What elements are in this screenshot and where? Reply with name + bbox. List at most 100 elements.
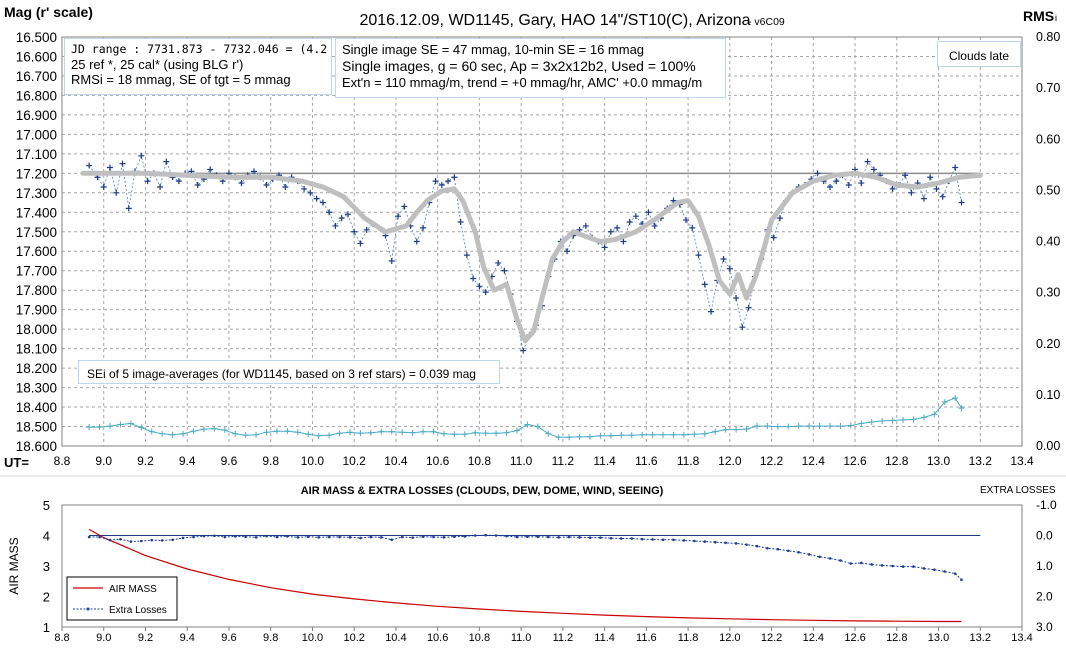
rms-point	[722, 426, 729, 433]
top-y2-tick-label: 0.80	[1036, 30, 1060, 44]
top-x-tick-label: 11.0	[510, 454, 533, 468]
extra-losses-point	[933, 568, 936, 571]
rms-point	[493, 430, 500, 437]
magnitude-point	[858, 180, 865, 187]
magnitude-point	[100, 183, 107, 190]
top-y-tick-label: 18.000	[16, 322, 57, 337]
rms-point	[472, 429, 479, 436]
info-line-single-images: Single images, g = 60 sec, Ap = 3x2x12b2…	[342, 58, 696, 74]
rms-point	[576, 433, 583, 440]
top-y-axis-label: Mag (r' scale)	[4, 4, 93, 20]
top-x-tick-label: 10.4	[384, 454, 408, 468]
extra-losses-point	[745, 543, 748, 546]
extra-losses-point	[286, 535, 289, 538]
extra-losses-point	[828, 557, 832, 560]
rms-point	[127, 420, 134, 427]
magnitude-point	[814, 170, 821, 177]
bottom-y-axis-label: AIR MASS	[7, 537, 21, 594]
rms-point	[409, 429, 416, 436]
rms-point	[326, 432, 333, 439]
bottom-x-tick-label: 9.0	[96, 632, 111, 644]
rms-point	[733, 426, 740, 433]
magnitude-point	[607, 228, 614, 235]
magnitude-point	[708, 308, 715, 315]
top-y-tick-label: 17.900	[16, 303, 57, 318]
extra-losses-point	[557, 536, 560, 539]
rms-point	[284, 428, 291, 435]
top-y-tick-label: 18.300	[16, 381, 57, 396]
extra-losses-point	[860, 561, 863, 565]
extra-losses-point	[119, 537, 122, 541]
info-line-single-se: Single image SE = 47 mmag, 10-min SE = 1…	[342, 42, 645, 57]
magnitude-point	[351, 228, 358, 235]
top-y-tick-label: 18.500	[16, 420, 57, 435]
rms-point	[774, 423, 781, 430]
bottom-y-tick-label: 4	[43, 529, 50, 544]
air-mass-line	[88, 528, 962, 623]
bottom-x-tick-label: 11.8	[678, 632, 699, 644]
extra-losses-point	[807, 553, 811, 556]
top-y2-axis-label: RMS	[1023, 8, 1054, 24]
rms-point	[701, 430, 708, 437]
magnitude-point	[695, 252, 702, 259]
magnitude-point	[420, 224, 427, 231]
magnitude-point	[144, 178, 151, 185]
top-y-tick-label: 17.200	[16, 166, 57, 181]
top-y-tick-label: 17.700	[16, 264, 57, 279]
extra-losses-point	[786, 549, 790, 553]
rms-point	[670, 431, 677, 438]
extra-losses-point	[265, 534, 268, 538]
rms-point	[482, 430, 489, 437]
info-box-jd: JD range : 7731.873 - 7732.046 = (4.2 hr…	[64, 38, 355, 95]
top-x-tick-label: 11.8	[677, 454, 700, 468]
magnitude-point	[889, 185, 896, 192]
rms-point	[451, 431, 458, 438]
bottom-x-tick-label: 8.8	[54, 632, 69, 644]
magnitude-point	[845, 182, 852, 189]
magnitude-point	[870, 166, 877, 173]
extra-losses-point	[546, 535, 550, 539]
rms-point	[952, 394, 959, 401]
magnitude-point	[119, 160, 126, 167]
extra-losses-point	[536, 535, 540, 539]
rms-point	[958, 405, 965, 412]
extra-losses-point	[160, 539, 164, 542]
top-x-tick-label: 9.8	[262, 454, 279, 468]
magnitude-point	[720, 256, 727, 263]
magnitude-point	[445, 178, 452, 185]
extra-losses-point	[734, 542, 738, 545]
magnitude-point	[482, 289, 489, 296]
magnitude-point	[582, 222, 589, 229]
top-x-tick-label: 10.8	[468, 454, 492, 468]
top-x-tick-label: 10.0	[301, 454, 325, 468]
rms-point	[827, 423, 833, 430]
bottom-x-tick-label: 10.2	[343, 632, 364, 644]
rms-point	[785, 423, 792, 430]
rms-point	[628, 432, 635, 439]
extra-losses-point	[453, 535, 456, 539]
rms-point	[211, 425, 218, 432]
rms-point	[555, 434, 562, 441]
extra-losses-point	[818, 555, 821, 559]
top-y2-tick-label: 0.60	[1036, 132, 1060, 146]
magnitude-point	[413, 238, 420, 245]
smoothed-model-curve	[80, 170, 983, 344]
top-y-tick-label: 18.100	[16, 342, 57, 357]
rms-point	[159, 430, 166, 437]
top-x-tick-label: 12.6	[843, 454, 867, 468]
extra-losses-point	[901, 565, 905, 568]
extra-losses-point	[651, 538, 654, 541]
rms-point	[107, 423, 113, 430]
rms-point	[263, 429, 270, 436]
extra-losses-point	[960, 578, 963, 582]
rms-point	[86, 424, 93, 431]
top-x-tick-label: 12.8	[885, 454, 909, 468]
bottom-x-tick-label: 12.4	[803, 632, 824, 644]
bottom-x-tick-label: 9.8	[263, 632, 278, 644]
top-x-tick-label: 8.8	[54, 454, 71, 468]
magnitude-point	[770, 234, 777, 241]
top-x-axis-label: UT=	[4, 455, 29, 470]
top-x-tick-label: 10.6	[426, 454, 450, 468]
magnitude-point	[363, 226, 370, 233]
magnitude-point	[626, 219, 633, 226]
